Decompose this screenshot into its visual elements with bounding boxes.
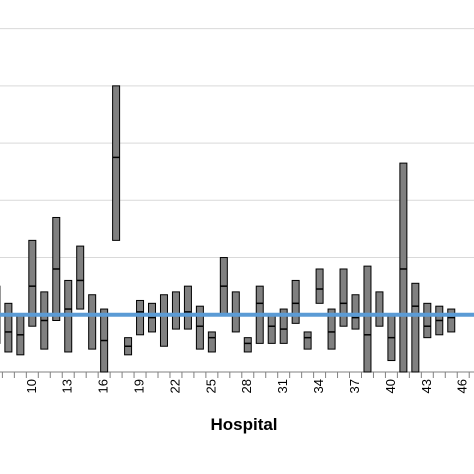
x-tick-label: 40	[383, 379, 398, 393]
x-tick-label: 25	[203, 379, 218, 393]
x-axis-tick-marks	[1, 372, 470, 378]
hospital-box	[231, 291, 240, 333]
hospital-box	[112, 85, 121, 241]
x-tick-label: 37	[347, 379, 362, 393]
hospital-box	[267, 314, 276, 344]
hospital-box	[375, 291, 384, 327]
hospital-box	[315, 268, 324, 304]
hospital-box	[28, 239, 37, 327]
hospital-box	[411, 282, 420, 373]
x-tick-label: 13	[60, 379, 75, 393]
x-tick-label: 16	[96, 379, 111, 393]
hospital-box	[351, 294, 360, 330]
x-tick-label: 28	[239, 379, 254, 393]
x-tick-label: 22	[167, 379, 182, 393]
hospital-box	[363, 265, 372, 373]
x-axis-tick-labels: 10 13 16 19 22 25 28 31 34 37 40 43 46	[24, 379, 470, 393]
hospital-box	[243, 337, 252, 353]
hospital-box	[279, 308, 288, 344]
x-axis-title: Hospital	[210, 415, 277, 434]
hospital-box	[195, 305, 204, 350]
x-tick-label: 34	[311, 379, 326, 393]
hospital-box	[327, 308, 336, 350]
hospital-box	[76, 245, 85, 310]
x-tick-label: 10	[24, 379, 39, 393]
hospital-box	[423, 302, 432, 339]
hospital-box	[136, 299, 145, 336]
hospital-boxes	[0, 85, 456, 373]
x-tick-label: 31	[275, 379, 290, 393]
hospital-box	[303, 331, 312, 350]
hospital-box	[171, 291, 180, 330]
hospital-box	[88, 294, 97, 350]
hospital-box	[447, 308, 456, 333]
hospital-box	[339, 268, 348, 327]
x-tick-label: 46	[455, 379, 470, 393]
hospital-box	[291, 279, 300, 324]
hospital-box	[4, 302, 13, 353]
hospital-box	[399, 162, 408, 373]
hospital-box	[207, 331, 216, 353]
hospital-box	[159, 294, 168, 347]
hospital-box	[183, 285, 192, 330]
x-tick-label: 43	[419, 379, 434, 393]
x-tick-label: 19	[131, 379, 146, 393]
